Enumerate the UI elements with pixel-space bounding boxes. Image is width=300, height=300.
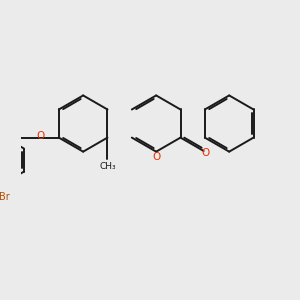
Text: O: O — [152, 152, 160, 162]
Text: O: O — [201, 148, 209, 158]
Text: O: O — [36, 131, 44, 141]
Text: Br: Br — [0, 192, 9, 202]
Text: CH₃: CH₃ — [99, 162, 116, 171]
